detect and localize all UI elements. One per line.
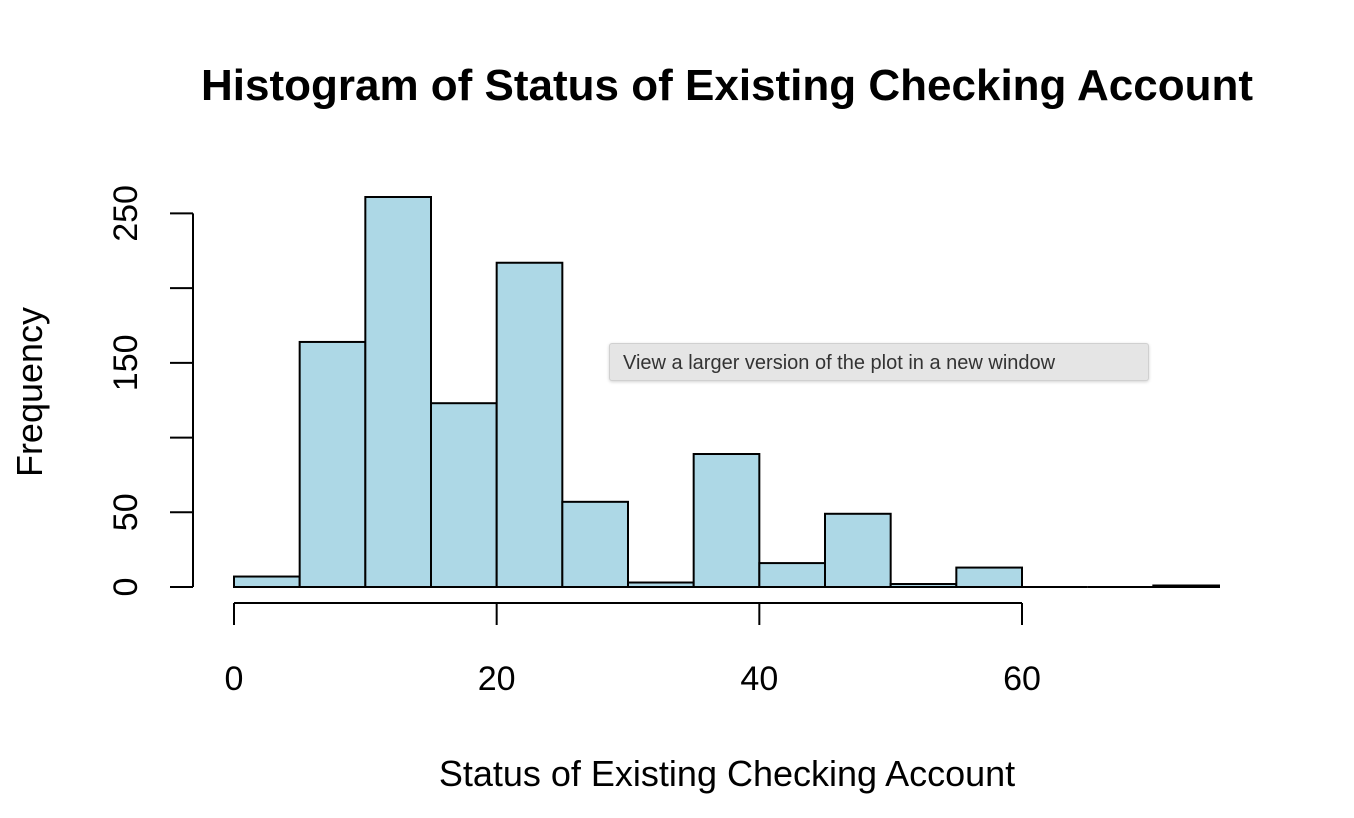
y-axis-label: Frequency [9, 307, 50, 477]
histogram-bar [430, 402, 498, 589]
histogram-bar [824, 512, 892, 589]
histogram-bar [627, 581, 695, 588]
x-tick-label: 40 [740, 660, 778, 698]
y-tick-label: 250 [107, 185, 145, 242]
histogram-bar [495, 261, 564, 588]
histogram-bar [1152, 584, 1221, 588]
y-tick-label: 50 [107, 493, 145, 531]
bars-group [233, 196, 1221, 589]
histogram-bar [692, 453, 761, 589]
x-tick-label: 20 [478, 660, 516, 698]
histogram-bar [955, 566, 1023, 588]
histogram-bar [364, 196, 433, 588]
x-tick-label: 0 [225, 660, 244, 698]
histogram-bar [233, 575, 301, 588]
x-axis: 0 20 40 60 [225, 602, 1041, 698]
x-axis-label: Status of Existing Checking Account [439, 753, 1015, 794]
histogram-bar [298, 340, 367, 588]
chart-title: Histogram of Status of Existing Checking… [201, 61, 1253, 110]
y-tick-label: 0 [107, 578, 145, 597]
histogram-bar [561, 500, 629, 588]
histogram-bar [889, 583, 958, 588]
plot-tooltip: View a larger version of the plot in a n… [609, 343, 1149, 381]
histogram-bar [758, 562, 826, 589]
y-axis: 0 50 150 250 [107, 185, 194, 597]
y-tick-label: 150 [107, 334, 145, 391]
x-tick-label: 60 [1003, 660, 1041, 698]
